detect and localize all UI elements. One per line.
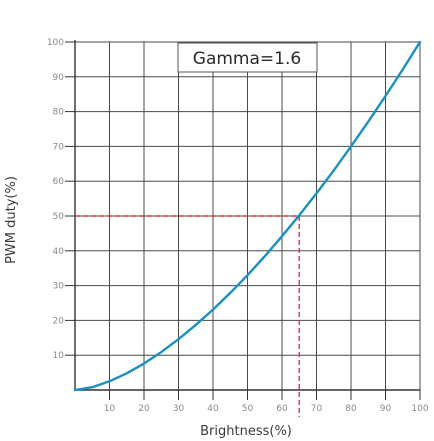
x-axis-label: Brightness(%) xyxy=(200,424,292,439)
y-tick-label: 60 xyxy=(53,177,65,187)
y-tick-label: 50 xyxy=(53,212,65,222)
x-tick-label: 70 xyxy=(311,404,323,414)
y-tick-label: 100 xyxy=(47,38,64,48)
annotation-box xyxy=(177,42,318,73)
y-tick-label: 10 xyxy=(53,351,65,361)
x-tick-label: 50 xyxy=(242,404,254,414)
y-axis-ticks: 10 20 30 40 50 60 70 80 90 100 xyxy=(47,38,75,361)
gamma-curve xyxy=(73,40,422,392)
x-tick-label: 30 xyxy=(173,404,185,414)
y-axis-label: PWM duty(%) xyxy=(4,176,19,264)
x-axis-ticks: 10 20 30 40 50 60 70 80 90 100 xyxy=(104,390,429,414)
y-tick-label: 70 xyxy=(53,142,65,152)
x-tick-label: 80 xyxy=(345,404,357,414)
x-tick-label: 40 xyxy=(207,404,219,414)
chart-grid xyxy=(75,41,421,390)
y-tick-label: 90 xyxy=(53,73,65,83)
x-tick-label: 20 xyxy=(138,404,150,414)
x-tick-label: 100 xyxy=(411,404,428,414)
y-tick-label: 20 xyxy=(53,316,65,326)
series-group xyxy=(73,40,422,392)
y-tick-label: 80 xyxy=(53,108,65,118)
y-tick-label: 30 xyxy=(53,282,65,292)
y-tick-label: 40 xyxy=(53,247,65,257)
x-tick-label: 10 xyxy=(104,404,116,414)
reference-lines xyxy=(75,215,300,417)
x-tick-label: 60 xyxy=(276,404,288,414)
x-tick-label: 90 xyxy=(380,404,392,414)
annotation-gamma: Gamma=1.6 xyxy=(193,49,301,69)
